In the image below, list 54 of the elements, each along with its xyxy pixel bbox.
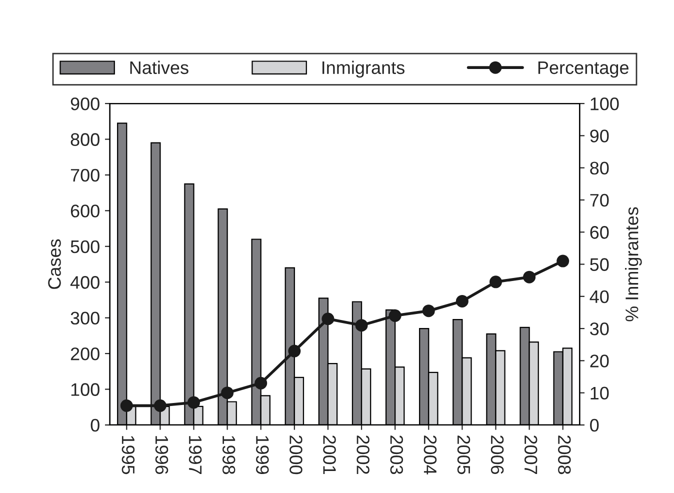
point [221,386,234,400]
x-tick-label: 2008 [558,436,571,474]
y2-tick-label: 80 [590,162,609,175]
y-tick-label: 300 [70,312,100,325]
y-tick-label: 800 [70,133,100,146]
y2-tick-label: 70 [590,194,609,207]
y-tick-label: 900 [70,97,100,110]
y2-tick-label: 50 [590,258,609,271]
point [355,319,368,332]
y2-tick-label: 10 [590,386,609,400]
y-tick-label: 100 [71,383,100,396]
x-tick-label: 2000 [290,436,302,474]
y-tick-label: 200 [70,347,100,360]
point [388,309,402,322]
y2-axis-title: % Inmigrantes [625,207,642,322]
x-tick-label: 1998 [222,436,236,474]
legend-label: Percentage [538,61,628,78]
y-tick-label: 0 [90,418,100,432]
y-tick-label: 500 [70,240,100,254]
y2-tick-label: 60 [590,226,609,239]
point [288,344,301,358]
x-tick-label: 2001 [323,436,336,474]
x-tick-label: 2007 [524,436,538,474]
point [188,396,200,409]
x-tick-label: 1999 [256,436,269,474]
y-tick-label: 400 [70,276,100,289]
y2-tick-label: 20 [590,354,609,368]
x-tick-label: 2005 [457,436,470,474]
y2-tick-label: 90 [590,130,609,142]
y2-tick-label: 40 [590,290,609,304]
x-tick-label: 1995 [122,436,135,474]
x-tick-label: 2004 [424,436,437,474]
x-tick-label: 1997 [188,436,202,474]
point [556,254,570,268]
x-tick-label: 1996 [155,436,168,474]
x-tick-label: 2006 [490,436,504,474]
y2-tick-label: 100 [590,97,619,110]
y-tick-label: 700 [70,168,100,182]
point [322,312,334,326]
legend-label: Natives [130,60,188,74]
point [422,304,435,318]
point [254,376,268,390]
x-tick-label: 2003 [390,436,404,474]
legend-label: Inmigrants [322,60,404,78]
y2-tick-label: 30 [590,322,609,336]
point [490,276,502,288]
point [154,399,166,412]
point [523,270,536,284]
y-tick-label: 600 [70,204,100,218]
y-axis-title: Cases [48,239,61,289]
x-tick-label: 2002 [356,436,370,474]
y2-tick-label: 0 [590,418,599,432]
point [456,294,468,308]
point [120,399,133,412]
